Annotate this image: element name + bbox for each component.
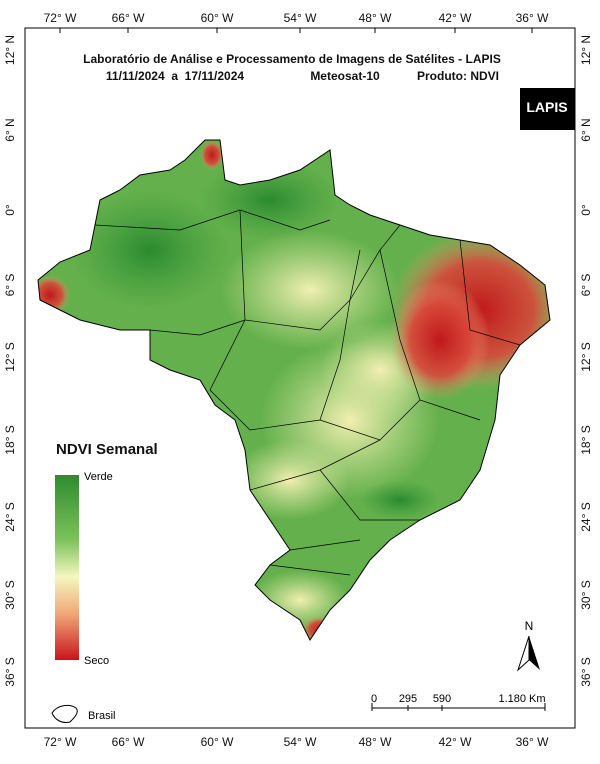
- top-lon-label: 72° W: [44, 11, 77, 25]
- header: Laboratório de Análise e Processamento d…: [83, 52, 501, 83]
- left-lat-label: 24° S: [3, 502, 17, 531]
- bottom-lon-label: 36° W: [516, 735, 549, 749]
- left-lat-label: 12° N: [3, 35, 17, 65]
- right-lat-label: 6° N: [579, 118, 593, 141]
- right-lat-label: 36° S: [579, 657, 593, 686]
- legend-low: Seco: [84, 655, 109, 667]
- top-lon-label: 36° W: [516, 11, 549, 25]
- scale-label: 590: [433, 693, 451, 705]
- bottom-lon-label: 48° W: [359, 735, 392, 749]
- right-lat-label: 6° S: [579, 274, 593, 297]
- left-lat-label: 30° S: [3, 580, 17, 609]
- north-label: N: [525, 619, 534, 633]
- top-lon-label: 42° W: [439, 11, 472, 25]
- inset: Brasil: [51, 704, 116, 723]
- bottom-lon-label: 54° W: [284, 735, 317, 749]
- logo: LAPIS: [526, 99, 567, 115]
- top-lon-label: 60° W: [201, 11, 234, 25]
- dates: 11/11/2024 a 17/11/2024: [106, 69, 244, 83]
- state-borders: [94, 209, 521, 576]
- top-lon-label: 54° W: [284, 11, 317, 25]
- top-lon-label: 48° W: [359, 11, 392, 25]
- legend-colorbar: [55, 475, 79, 660]
- logo-box: [520, 88, 575, 130]
- right-lat-label: 30° S: [579, 580, 593, 609]
- legend-high: Verde: [84, 471, 113, 483]
- left-lat-label: 6° N: [3, 118, 17, 141]
- scale-label: 0: [371, 693, 377, 705]
- title: Laboratório de Análise e Processamento d…: [83, 52, 501, 66]
- left-lat-label: 36° S: [3, 657, 17, 686]
- scale-bar: [371, 703, 546, 711]
- bottom-lon-label: 66° W: [112, 735, 145, 749]
- right-lat-label: 18° S: [579, 425, 593, 454]
- right-lat-label: 24° S: [579, 502, 593, 531]
- north-arrow: N: [516, 619, 540, 672]
- legend-title: NDVI Semanal: [56, 441, 158, 458]
- top-lon-label: 66° W: [112, 11, 145, 25]
- product: Produto: NDVI: [417, 69, 499, 83]
- bottom-lon-label: 42° W: [439, 735, 472, 749]
- satellite: Meteosat-10: [310, 69, 380, 83]
- scale-label: 295: [399, 693, 417, 705]
- right-lat-label: 12° N: [579, 35, 593, 65]
- left-lat-label: 6° S: [3, 274, 17, 297]
- right-lat-label: 0°: [579, 204, 593, 216]
- left-lat-label: 0°: [3, 204, 17, 216]
- right-lat-label: 12° S: [579, 342, 593, 371]
- inset-label: Brasil: [88, 710, 116, 722]
- bottom-lon-label: 72° W: [44, 735, 77, 749]
- bottom-lon-label: 60° W: [201, 735, 234, 749]
- scale-label: 1.180 Km: [498, 693, 545, 705]
- left-lat-label: 12° S: [3, 342, 17, 371]
- left-lat-label: 18° S: [3, 425, 17, 454]
